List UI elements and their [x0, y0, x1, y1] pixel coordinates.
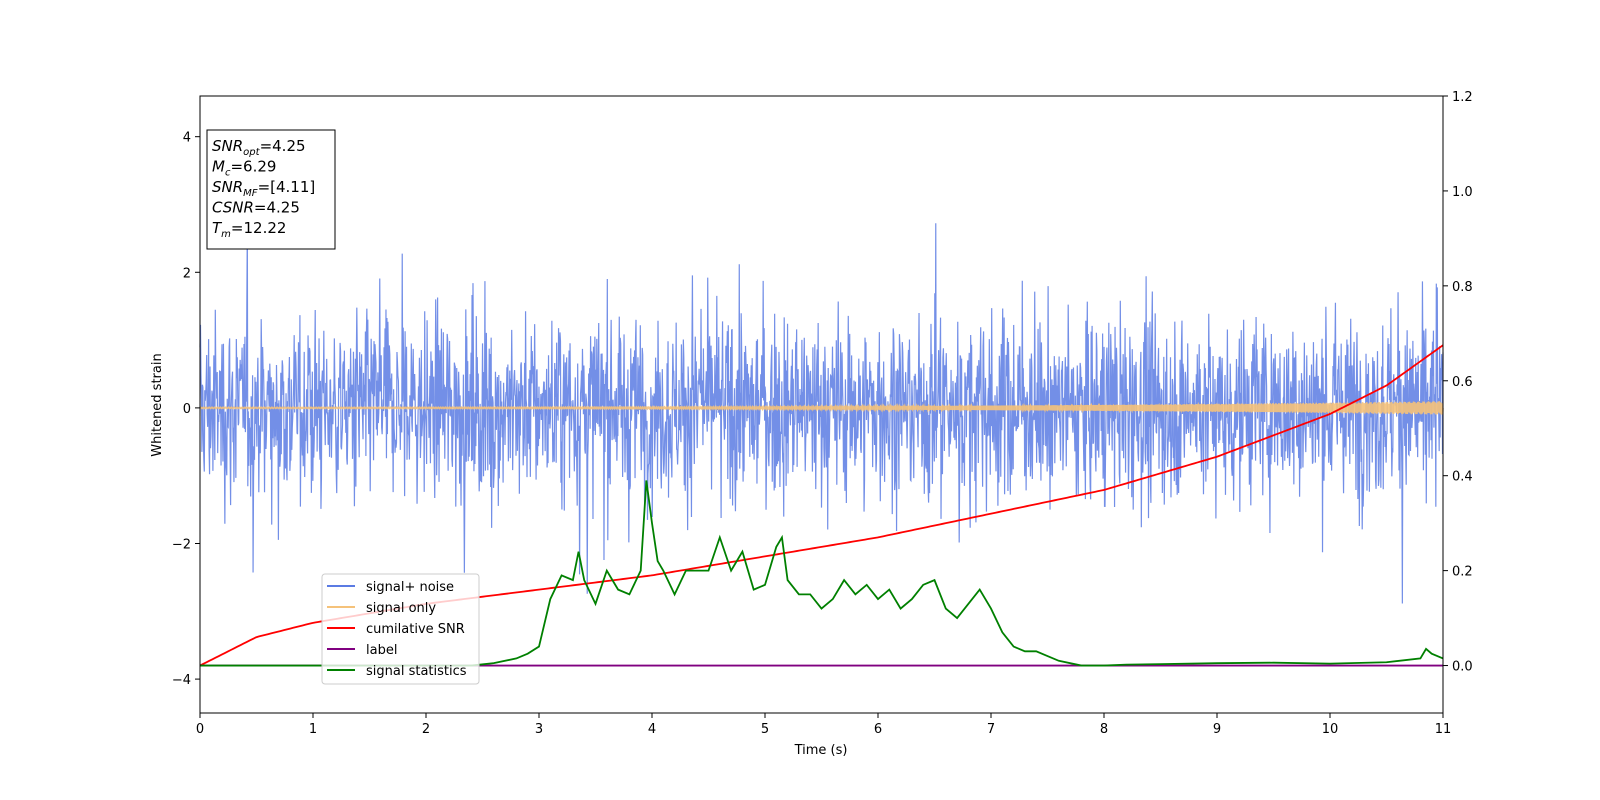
series-signal-noise — [199, 223, 1444, 604]
legend-label: signal+ noise — [366, 580, 454, 595]
y-right-tick-label: 1.0 — [1452, 185, 1473, 200]
info-line: SNRopt=4.25 — [212, 137, 306, 158]
x-tick-label: 8 — [1100, 722, 1108, 737]
legend-frame — [321, 573, 480, 685]
info-box-frame — [206, 129, 336, 250]
legend-label: cumilative SNR — [366, 622, 465, 637]
y-left-tick-label: −4 — [172, 673, 191, 688]
info-line: CSNR=4.25 — [212, 199, 300, 217]
y-right-tick-label: 0.8 — [1452, 280, 1473, 295]
y-left-tick-label: 0 — [183, 402, 191, 417]
plot-frame — [199, 95, 1444, 714]
x-tick-label: 10 — [1322, 722, 1339, 737]
x-tick-label: 5 — [761, 722, 769, 737]
info-line: SNRMF=[4.11] — [212, 178, 315, 199]
y-right-tick-label: 0.2 — [1452, 565, 1473, 580]
y-left-tick-label: 2 — [183, 266, 191, 281]
legend-label: signal only — [366, 601, 436, 616]
x-tick-label: 11 — [1435, 722, 1452, 737]
y-left-tick-label: 4 — [183, 131, 191, 146]
y-left-tick-label: −2 — [172, 537, 191, 552]
x-tick-label: 4 — [648, 722, 656, 737]
info-line: Mc=6.29 — [212, 158, 276, 179]
axes-layer: 0 1 2 3 4 5 6 7 8 9 10 11 −4 −2 0 2 4 0.0 0.2 0.4 0.6 0.8 1.0 1… — [172, 90, 1473, 737]
info-line: Tm=12.22 — [212, 219, 286, 240]
y-axis-label: Whitened strain — [150, 353, 165, 456]
x-tick-label: 3 — [535, 722, 543, 737]
y-right-tick-label: 0.6 — [1452, 375, 1473, 390]
x-tick-label: 1 — [309, 722, 317, 737]
legend-label: label — [366, 643, 397, 658]
series-signal-statistics — [200, 480, 1444, 667]
x-tick-label: 7 — [987, 722, 995, 737]
legend-label: signal statistics — [366, 664, 467, 679]
x-axis-label: Time (s) — [794, 743, 848, 758]
y-right-tick-label: 0.0 — [1452, 660, 1473, 675]
x-tick-label: 0 — [196, 722, 204, 737]
y-right-tick-label: 1.2 — [1452, 90, 1473, 105]
y-right-tick-label: 0.4 — [1452, 470, 1473, 485]
x-tick-label: 2 — [422, 722, 430, 737]
legend: signal+ noise signal only cumilative SNR la… — [321, 573, 480, 685]
series-signal-only — [199, 401, 1444, 415]
x-tick-label: 6 — [874, 722, 882, 737]
x-tick-label: 9 — [1213, 722, 1221, 737]
